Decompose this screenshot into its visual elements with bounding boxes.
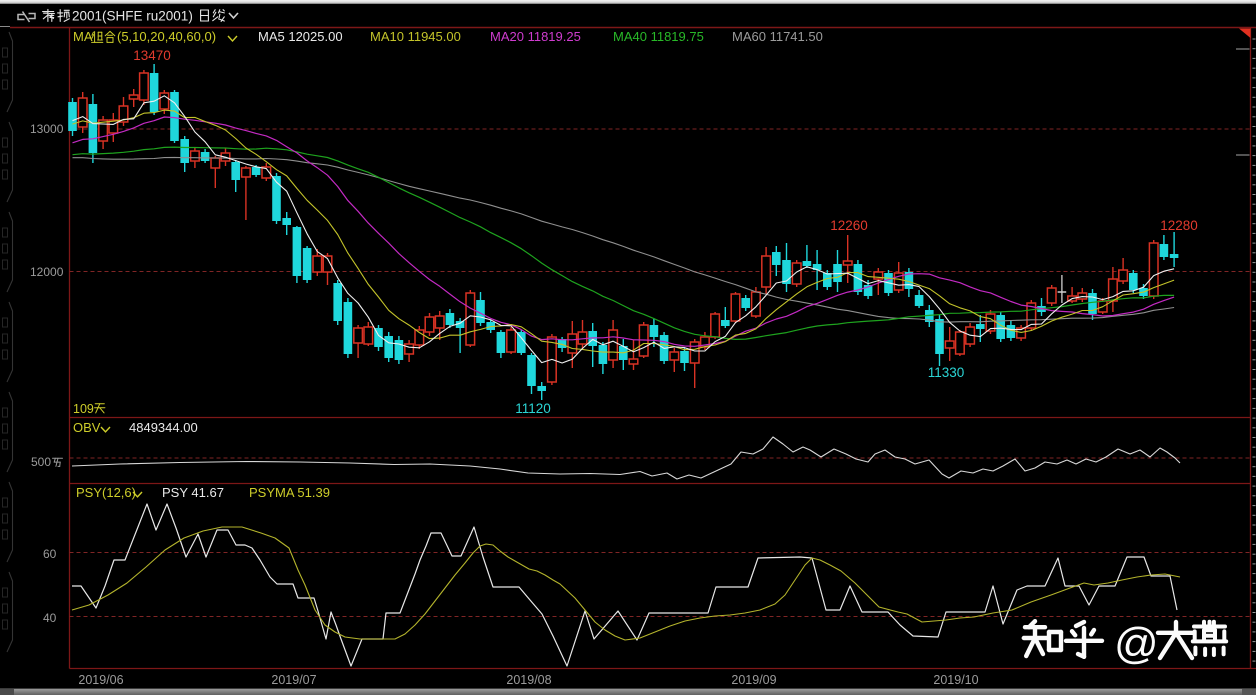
svg-text:MA: MA: [73, 29, 93, 44]
svg-text:OBV: OBV: [73, 420, 101, 435]
svg-text:12280: 12280: [1160, 218, 1198, 233]
svg-text:12000: 12000: [30, 265, 64, 279]
svg-text:13000: 13000: [30, 122, 64, 136]
svg-text:2001(SHFE ru2001): 2001(SHFE ru2001): [72, 9, 193, 24]
svg-text:11330: 11330: [928, 365, 965, 380]
svg-text:2019/09: 2019/09: [731, 673, 776, 687]
svg-text:2019/08: 2019/08: [506, 673, 551, 687]
svg-text:MA40 11819.75: MA40 11819.75: [613, 29, 704, 44]
svg-text:PSY 41.67: PSY 41.67: [162, 485, 224, 500]
svg-text:11120: 11120: [515, 401, 551, 416]
svg-text:MA20 11819.25: MA20 11819.25: [490, 29, 581, 44]
svg-text:13470: 13470: [133, 48, 171, 63]
svg-text:MA10 11945.00: MA10 11945.00: [370, 29, 461, 44]
svg-text:109: 109: [73, 402, 94, 416]
svg-text:500: 500: [31, 455, 51, 469]
svg-text:MA5 12025.00: MA5 12025.00: [258, 29, 343, 44]
svg-text:12260: 12260: [830, 218, 868, 233]
svg-text:2019/07: 2019/07: [271, 673, 316, 687]
svg-text:PSY(12,6): PSY(12,6): [76, 485, 136, 500]
svg-text:60: 60: [43, 547, 57, 561]
svg-text:MA60 11741.50: MA60 11741.50: [732, 29, 823, 44]
svg-text:4849344.00: 4849344.00: [129, 420, 198, 435]
svg-text:@: @: [1114, 619, 1159, 668]
svg-text:40: 40: [43, 611, 57, 625]
svg-text:2019/10: 2019/10: [933, 673, 978, 687]
svg-text:(5,10,20,40,60,0): (5,10,20,40,60,0): [117, 29, 216, 44]
svg-text:2019/06: 2019/06: [78, 673, 123, 687]
svg-text:PSYMA 51.39: PSYMA 51.39: [249, 485, 330, 500]
